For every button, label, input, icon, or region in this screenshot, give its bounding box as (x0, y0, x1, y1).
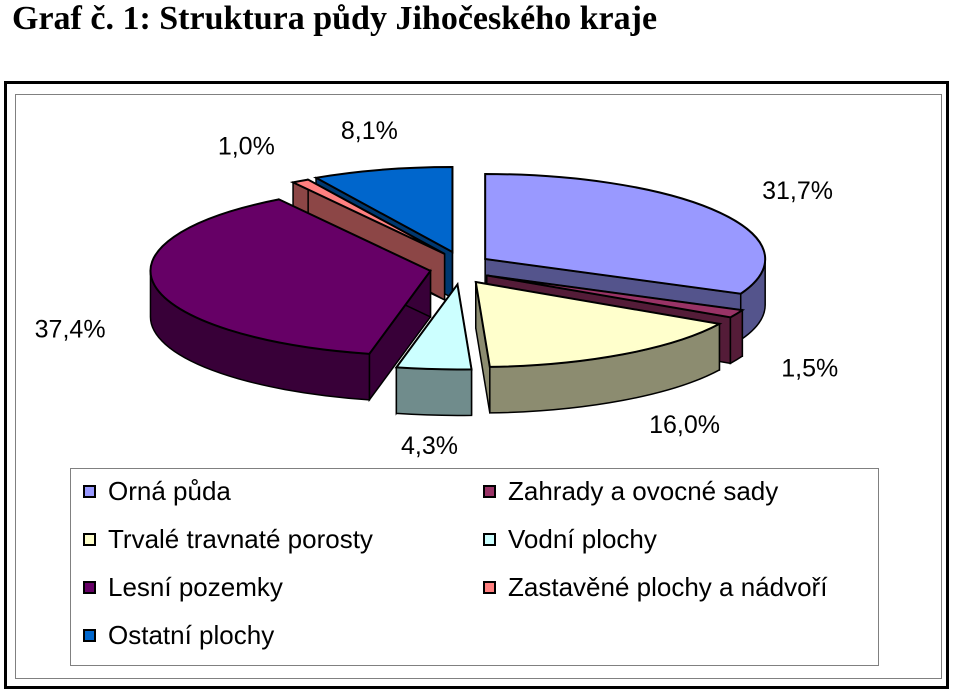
legend-item: Lesní pozemky (83, 572, 283, 603)
pie-slice (313, 166, 454, 254)
chart-frame (4, 81, 949, 689)
pie-slice (474, 280, 723, 368)
legend-label: Vodní plochy (508, 524, 657, 554)
legend-swatch (483, 533, 496, 546)
pie-tops (149, 166, 767, 371)
legend-label: Lesní pozemky (108, 572, 283, 602)
data-label: 1,0% (218, 133, 275, 161)
pie-slice (486, 274, 746, 319)
legend-swatch (83, 581, 96, 594)
legend-label: Ostatní plochy (108, 620, 275, 650)
legend-swatch (483, 581, 496, 594)
legend-item: Ostatní plochy (83, 620, 274, 651)
pie-slice (149, 198, 432, 355)
data-label: 1,5% (781, 355, 838, 383)
data-label: 37,4% (35, 316, 106, 344)
data-label: 31,7% (762, 177, 833, 205)
legend-swatch (483, 485, 496, 498)
pie-slice (289, 178, 446, 255)
pie-labels: 31,7% 1,5% 16,0% 4,3% 37,4% 1,0% 8,1% (35, 117, 839, 460)
legend-swatch (83, 629, 96, 642)
legend-label: Trvalé travnaté porosty (108, 524, 373, 554)
legend-item: Zahrady a ovocné sady (483, 476, 778, 507)
legend-label: Orná půda (108, 476, 231, 506)
legend-item: Zastavěné plochy a nádvoří (483, 572, 827, 603)
pie-slice (484, 173, 767, 295)
data-label: 4,3% (401, 432, 458, 460)
legend-item: Orná půda (83, 476, 231, 507)
legend-label: Zastavěné plochy a nádvoří (508, 572, 828, 602)
legend-item: Vodní plochy (483, 524, 657, 555)
page-title: Graf č. 1: Struktura půdy Jihočeského kr… (12, 0, 658, 37)
pie-slice (394, 281, 473, 371)
legend-label: Zahrady a ovocné sady (508, 476, 779, 506)
legend: Orná půda Zahrady a ovocné sady Trvalé tra… (70, 468, 879, 666)
data-label: 8,1% (341, 117, 398, 145)
data-label: 16,0% (649, 411, 720, 439)
legend-swatch (83, 533, 96, 546)
plot-area (15, 94, 942, 679)
legend-swatch (83, 485, 96, 498)
legend-item: Trvalé travnaté porosty (83, 524, 373, 555)
